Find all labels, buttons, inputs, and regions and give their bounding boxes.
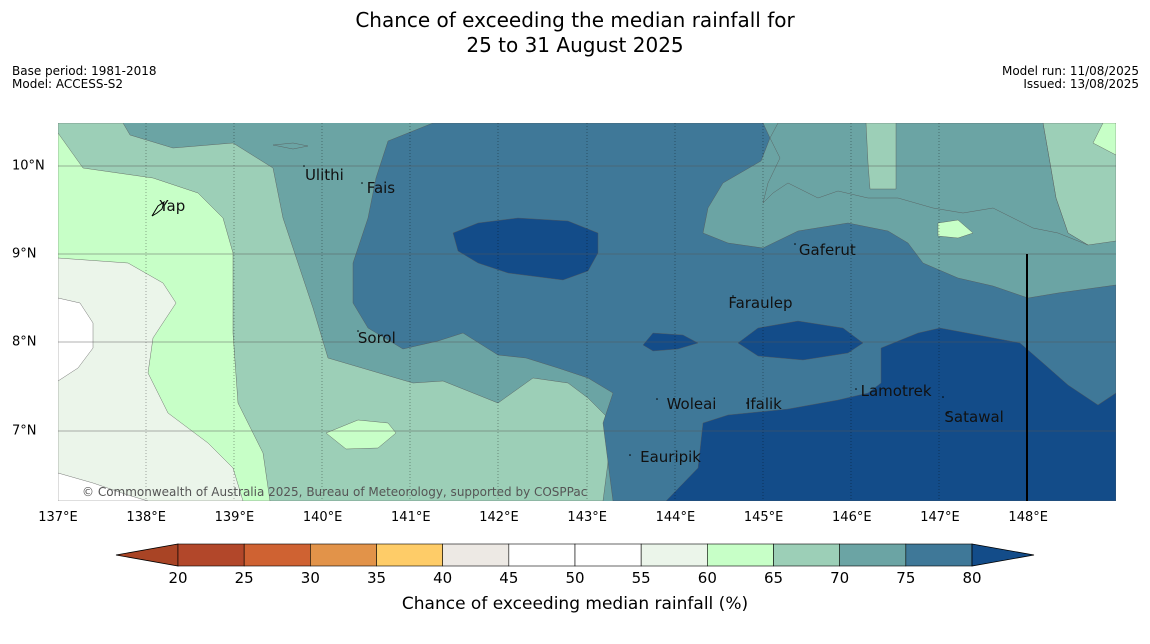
- colorbar-segment: [508, 543, 576, 567]
- zone-65-inner: [937, 219, 974, 239]
- colorbar-segment: [707, 543, 774, 567]
- longitude-label: 142°E: [479, 510, 519, 525]
- place-label-yap: Yap: [159, 196, 186, 215]
- place-label-ulithi: Ulithi: [304, 165, 344, 184]
- map-frame: [58, 123, 1116, 501]
- longitude-label: 147°E: [920, 510, 960, 525]
- place-label-eauripik: Eauripik: [640, 448, 701, 467]
- place-label-fais: Fais: [366, 179, 396, 198]
- base-period: Base period: 1981-2018: [12, 64, 157, 78]
- model-name: Model: ACCESS-S2: [12, 77, 124, 91]
- colorbar-tick-label: 60: [697, 569, 717, 587]
- colorbar-segment: [177, 543, 245, 567]
- latitude-label: 9°N: [12, 246, 37, 262]
- longitude-label: 143°E: [567, 510, 607, 525]
- zone-85-north: [452, 217, 599, 281]
- rainfall-map: [58, 123, 1116, 501]
- copyright-notice: © Commonwealth of Australia 2025, Bureau…: [82, 485, 588, 499]
- longitude-label: 148°E: [1008, 510, 1048, 525]
- longitude-label: 140°E: [302, 510, 343, 525]
- lat-lines: [58, 165, 1116, 432]
- colorbar-under-arrow: [115, 543, 179, 567]
- zone-85-south: [665, 327, 1116, 501]
- latitude-label: 7°N: [12, 423, 37, 439]
- colorbar-tick-label: 70: [830, 569, 850, 587]
- graticule: [145, 123, 940, 501]
- place-label-woleai: Woleai: [666, 395, 717, 414]
- colorbar-segment: [640, 543, 708, 567]
- colorbar-tick-label: 55: [631, 569, 651, 587]
- island-markers: [303, 165, 949, 456]
- colorbar-segment: [839, 543, 907, 567]
- place-label-sorol: Sorol: [357, 328, 396, 347]
- colorbar-segment: [442, 543, 510, 567]
- latitude-label: 8°N: [12, 334, 37, 350]
- title-line-1: Chance of exceeding the median rainfall …: [355, 8, 795, 32]
- longitude-label: 146°E: [832, 510, 872, 525]
- colorbar-segment: [905, 543, 973, 567]
- longitude-label: 141°E: [391, 510, 431, 525]
- colorbar-tick-label: 80: [962, 569, 982, 587]
- issued-date: Issued: 13/08/2025: [1023, 77, 1139, 91]
- place-label-ifalik: Ifalik: [745, 395, 782, 414]
- colorbar-tick-label: 45: [499, 569, 519, 587]
- colorbar: [115, 543, 1035, 567]
- zone-65-south: [325, 419, 397, 450]
- meta-left: Base period: 1981-2018 Model: ACCESS-S2: [12, 65, 157, 91]
- place-label-gaferut: Gaferut: [798, 240, 856, 259]
- longitude-label: 145°E: [743, 510, 784, 525]
- zone-75-island-ne: [762, 123, 1089, 246]
- place-label-lamotrek: Lamotrek: [860, 381, 932, 400]
- map-title: Chance of exceeding the median rainfall …: [0, 8, 1150, 58]
- zone-55-west: [58, 297, 94, 382]
- colorbar-tick-label: 50: [565, 569, 585, 587]
- colorbar-segment: [574, 543, 642, 567]
- zone-60-west: [58, 257, 244, 501]
- colorbar-tick-label: 75: [896, 569, 916, 587]
- latitude-label: 10°N: [12, 158, 45, 174]
- yap-island-icon: [151, 200, 165, 217]
- colorbar-tick-label: 65: [763, 569, 784, 587]
- place-label-satawal: Satawal: [944, 408, 1004, 427]
- zone-65-ne: [1092, 123, 1116, 156]
- colorbar-segment: [376, 543, 443, 567]
- zone-55-south: [58, 472, 149, 501]
- zone-75-pocket: [272, 142, 309, 150]
- longitude-label: 144°E: [655, 510, 696, 525]
- longitude-label: 138°E: [126, 510, 166, 525]
- colorbar-over-arrow: [971, 543, 1035, 567]
- title-line-2: 25 to 31 August 2025: [466, 33, 684, 57]
- colorbar-tick-label: 20: [168, 569, 188, 587]
- place-label-faraulep: Faraulep: [728, 293, 793, 312]
- colorbar-tick-label: 35: [366, 569, 387, 587]
- colorbar-segment: [310, 543, 377, 567]
- colorbar-segment: [243, 543, 311, 567]
- colorbar-label: Chance of exceeding median rainfall (%): [401, 594, 749, 614]
- longitude-label: 137°E: [38, 510, 78, 525]
- zone-70-inner-ne: [865, 123, 897, 190]
- meta-right: Model run: 11/08/2025 Issued: 13/08/2025: [1002, 65, 1139, 91]
- colorbar-segment: [773, 543, 840, 567]
- colorbar-tick-label: 25: [234, 569, 254, 587]
- zone-85-mid: [737, 320, 864, 361]
- colorbar-tick-label: 30: [300, 569, 320, 587]
- colorbar-tick-label: 40: [433, 569, 453, 587]
- longitude-label: 139°E: [214, 510, 255, 525]
- model-run: Model run: 11/08/2025: [1001, 64, 1139, 78]
